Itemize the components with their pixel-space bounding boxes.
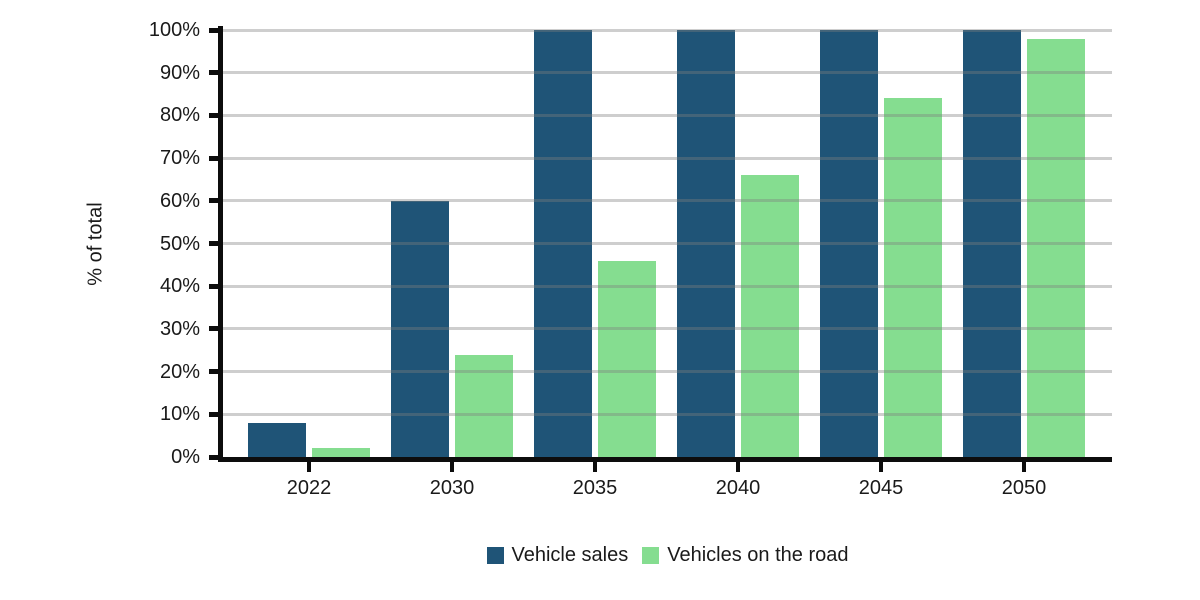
y-tick xyxy=(209,369,222,374)
y-tick xyxy=(209,70,222,75)
y-tick-label: 0% xyxy=(171,446,200,468)
bar-2022-sales xyxy=(248,423,306,457)
bar-2045-sales xyxy=(820,30,878,457)
y-tick-label: 30% xyxy=(159,318,200,340)
y-tick xyxy=(209,198,222,203)
legend-swatch-vehicles-on-road xyxy=(642,547,660,564)
bar-2022-on-road xyxy=(312,448,370,457)
x-tick-label: 2045 xyxy=(858,477,904,499)
gridline xyxy=(223,327,1112,330)
y-tick xyxy=(209,241,222,246)
gridline xyxy=(223,71,1112,74)
legend: Vehicle sales Vehicles on the road xyxy=(223,544,1112,567)
x-tick-label: 2030 xyxy=(429,477,475,499)
bar-2035-sales xyxy=(534,30,592,457)
y-tick xyxy=(209,284,222,289)
y-tick-label: 80% xyxy=(159,104,200,126)
x-tick xyxy=(450,462,454,472)
bar-2040-on-road xyxy=(741,175,799,457)
x-tick xyxy=(879,462,883,472)
gridline xyxy=(223,242,1112,245)
y-tick xyxy=(209,326,222,331)
x-tick xyxy=(1022,462,1026,472)
y-tick xyxy=(209,28,222,33)
legend-label-vehicles-on-road: Vehicles on the road xyxy=(667,544,849,566)
y-tick-label: 10% xyxy=(159,403,200,425)
legend-item-vehicles-on-road: Vehicles on the road xyxy=(642,544,849,567)
x-tick-label: 2022 xyxy=(286,477,332,499)
bar-2045-on-road xyxy=(884,98,942,457)
y-tick xyxy=(209,113,222,118)
x-tick-label: 2040 xyxy=(715,477,761,499)
bar-2040-sales xyxy=(677,30,735,457)
gridline xyxy=(223,157,1112,160)
y-tick-label: 70% xyxy=(159,147,200,169)
gridline xyxy=(223,29,1112,32)
bar-2050-sales xyxy=(963,30,1021,457)
y-tick-label: 60% xyxy=(159,190,200,212)
x-tick xyxy=(307,462,311,472)
y-tick-label: 90% xyxy=(159,62,200,84)
x-tick xyxy=(736,462,740,472)
gridline xyxy=(223,370,1112,373)
y-tick-label: 40% xyxy=(159,275,200,297)
y-tick xyxy=(209,156,222,161)
gridline xyxy=(223,285,1112,288)
x-axis-line xyxy=(218,457,1112,462)
legend-item-vehicle-sales: Vehicle sales xyxy=(486,544,629,567)
y-tick-label: 50% xyxy=(159,233,200,255)
x-tick xyxy=(593,462,597,472)
bar-2030-sales xyxy=(391,201,449,457)
gridline xyxy=(223,413,1112,416)
y-tick xyxy=(209,455,222,460)
legend-label-vehicle-sales: Vehicle sales xyxy=(511,544,629,566)
x-tick-label: 2035 xyxy=(572,477,618,499)
y-tick xyxy=(209,412,222,417)
bar-2050-on-road xyxy=(1027,39,1085,457)
y-tick-label: 100% xyxy=(148,19,200,41)
legend-swatch-vehicle-sales xyxy=(486,547,504,564)
x-tick-label: 2050 xyxy=(1001,477,1047,499)
plot-area xyxy=(223,29,1112,457)
y-tick-label: 20% xyxy=(159,361,200,383)
bar-2030-on-road xyxy=(455,355,513,457)
bar-2035-on-road xyxy=(598,261,656,457)
gridline xyxy=(223,114,1112,117)
gridline xyxy=(223,199,1112,202)
